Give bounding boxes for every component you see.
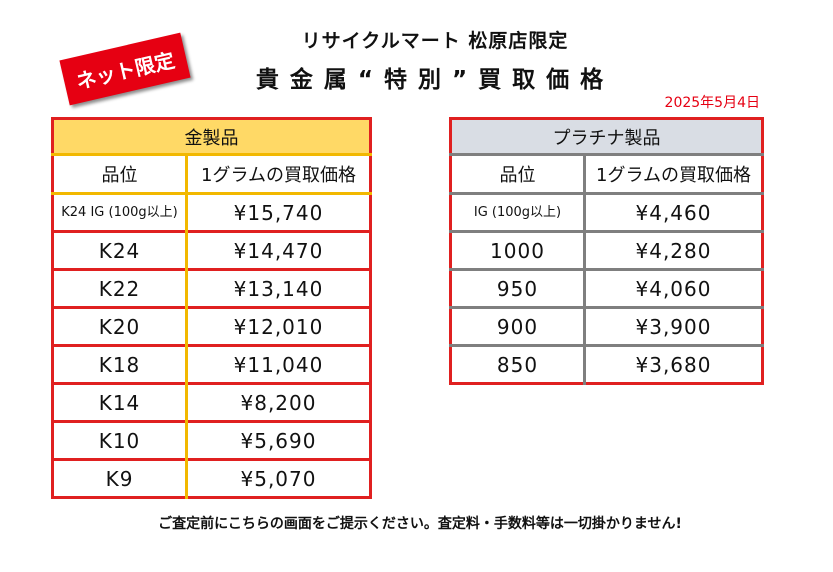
gold-grade: K14 [52, 382, 188, 422]
platinum-grade: 1000 [450, 230, 586, 270]
page-title: 貴金属“特別”買取価格 [255, 67, 615, 93]
platinum-grade-header: 品位 [450, 154, 586, 195]
gold-grade: K24 [52, 230, 188, 270]
gold-price: ¥14,470 [186, 230, 371, 270]
platinum-price: ¥4,460 [584, 192, 763, 232]
platinum-grade: 900 [450, 306, 586, 346]
net-only-badge: ネット限定 [59, 32, 191, 106]
gold-price: ¥15,740 [233, 200, 324, 225]
platinum-row: 900 ¥3,900 [450, 306, 763, 346]
platinum-table-heading: プラチナ製品 [450, 118, 763, 156]
gold-grade-header: 品位 [52, 154, 188, 195]
platinum-price: ¥4,280 [584, 230, 763, 270]
gold-row: K9 ¥5,070 [52, 458, 371, 498]
gold-price: ¥13,140 [186, 268, 371, 308]
platinum-price: ¥3,900 [584, 306, 763, 346]
gold-grade: K24 IG (100g以上) [52, 193, 188, 232]
footer-notice: ご査定前にこちらの画面をご提示ください。査定料・手数料等は一切掛かりません! [158, 516, 682, 532]
gold-grade: K10 [52, 420, 188, 460]
gold-price: ¥11,040 [186, 344, 371, 384]
gold-price: ¥8,200 [186, 382, 371, 422]
gold-price: ¥5,690 [186, 420, 371, 460]
platinum-row: IG (100g以上) ¥4,460 [450, 192, 763, 232]
gold-row: K22 ¥13,140 [52, 268, 371, 308]
platinum-grade: 850 [450, 344, 586, 384]
gold-grade: K20 [52, 306, 188, 346]
platinum-price: ¥4,060 [584, 268, 763, 308]
platinum-price-table: プラチナ製品 品位 1グラムの買取価格 IG (100g以上) ¥4,460 1… [449, 117, 764, 385]
platinum-row: 850 ¥3,680 [450, 344, 763, 384]
platinum-grade: IG (100g以上) [450, 192, 586, 232]
store-name: リサイクルマート 松原店限定 [301, 30, 569, 52]
gold-row: K10 ¥5,690 [52, 420, 371, 460]
gold-price-header: 1グラムの買取価格 [186, 154, 371, 195]
gold-row: K24 ¥14,470 [52, 230, 371, 270]
gold-grade: K22 [52, 268, 188, 308]
gold-row: K20 ¥12,010 [52, 306, 371, 346]
gold-row: K24 IG (100g以上) ¥15,740 [52, 193, 371, 232]
platinum-row: 950 ¥4,060 [450, 268, 763, 308]
platinum-price: ¥3,680 [584, 344, 763, 384]
gold-grade: K18 [52, 344, 188, 384]
gold-price: ¥12,010 [186, 306, 371, 346]
gold-price: ¥5,070 [186, 458, 371, 498]
gold-row: K14 ¥8,200 [52, 382, 371, 422]
platinum-price-header: 1グラムの買取価格 [584, 154, 763, 195]
gold-price-table: 金製品 品位 1グラムの買取価格 K24 IG (100g以上) ¥15,740… [51, 117, 372, 499]
gold-grade: K9 [52, 458, 188, 498]
gold-table-heading: 金製品 [52, 118, 371, 156]
platinum-row: 1000 ¥4,280 [450, 230, 763, 270]
platinum-grade: 950 [450, 268, 586, 308]
gold-row: K18 ¥11,040 [52, 344, 371, 384]
price-date: 2025年5月4日 [664, 95, 760, 111]
